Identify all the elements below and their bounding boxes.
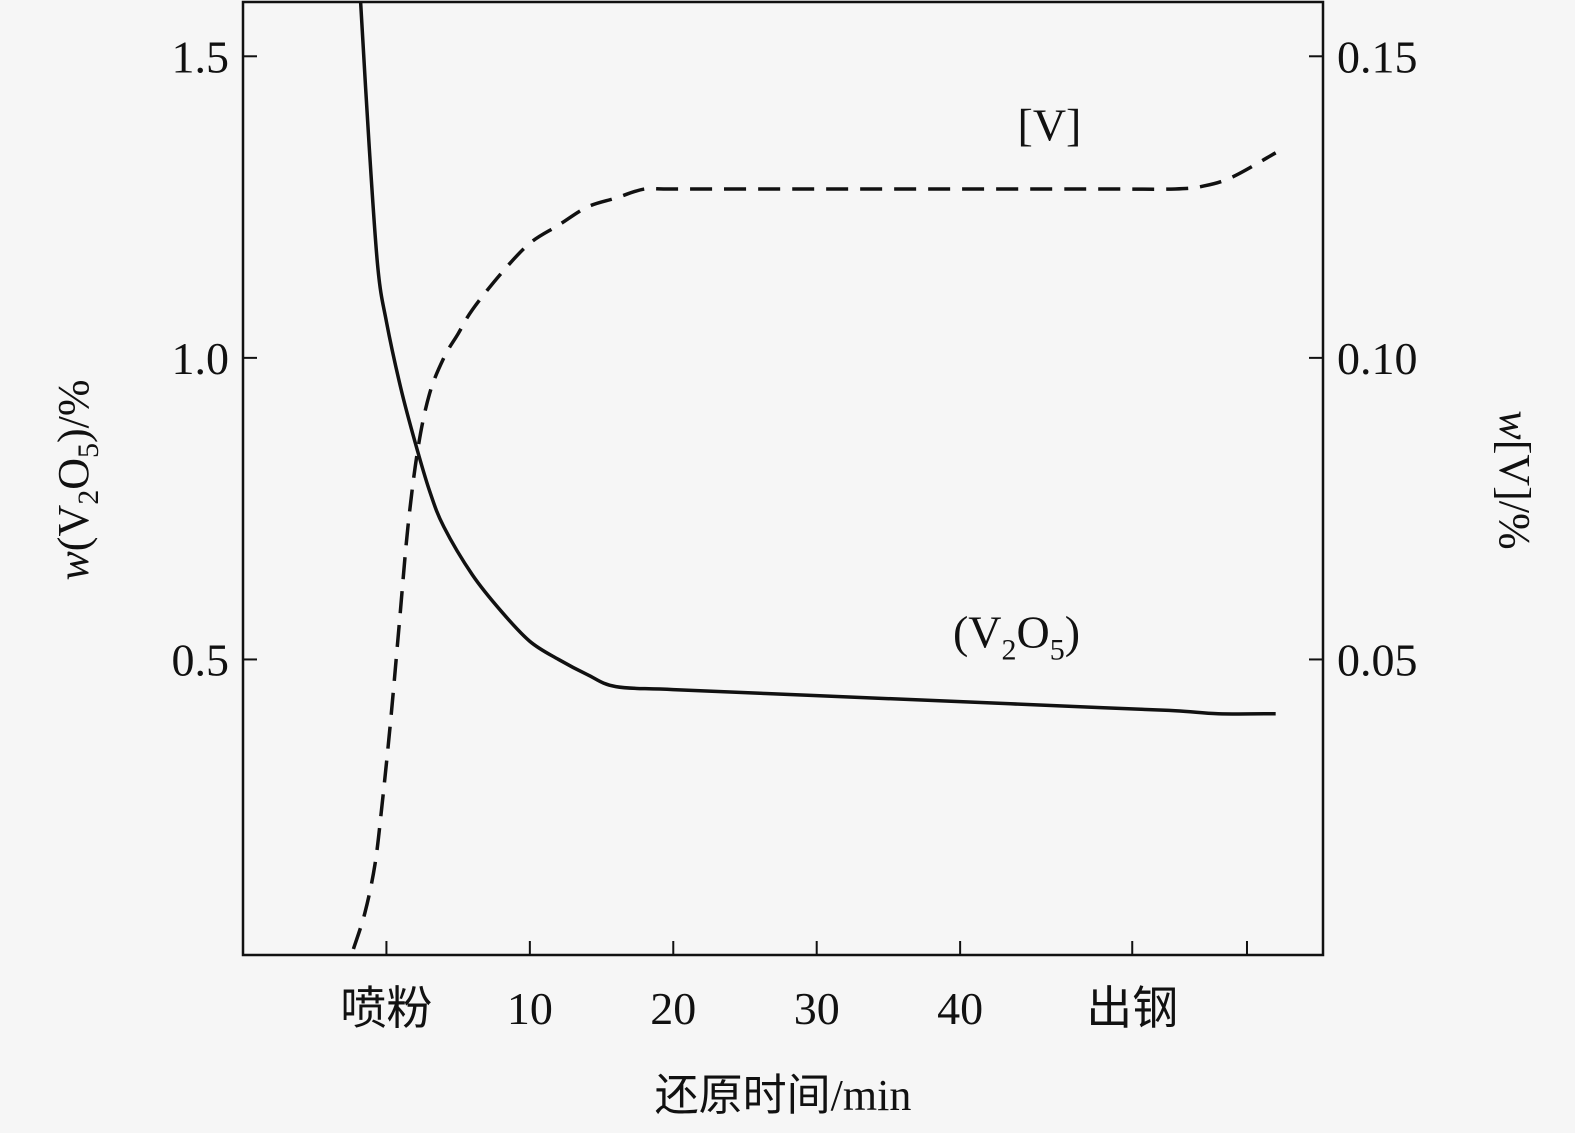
svg-text:(V2O5): (V2O5): [953, 606, 1080, 666]
y-right-tick-label-0: 0.05: [1337, 634, 1418, 685]
series-label-mid: O: [1017, 606, 1050, 657]
x-tick-label-2: 20: [650, 983, 696, 1034]
y-left-tick-label-1: 1.0: [172, 333, 230, 384]
x-tick-label-5: 出钢: [1086, 983, 1178, 1034]
series-lines: [351, 1, 1277, 950]
y-left-open: (V: [49, 505, 98, 552]
plot-frame: [241, 0, 1325, 957]
axis-tick-labels: 喷粉 10 20 30 40 出钢 0.5 1.0 1.5 0.05 0.10 0.15: [172, 31, 1418, 1034]
axis-ticks: [243, 55, 1323, 955]
x-tick-label-0: 喷粉: [340, 983, 432, 1034]
y-right-prefix: w: [1490, 410, 1539, 440]
series-label-v2o5: (V2O5): [953, 606, 1080, 666]
y-left-mid: O: [49, 458, 98, 490]
y-right-rest: [V]/%: [1490, 440, 1539, 550]
series-label-open: (V: [953, 606, 1002, 657]
y-right-tick-label-2: 0.15: [1337, 31, 1418, 82]
y-axis-left-title: w(V2O5)/%: [49, 379, 105, 580]
y-left-tick-label-0: 0.5: [172, 634, 230, 685]
x-tick-label-3: 30: [794, 983, 840, 1034]
y-left-sub2: 5: [72, 443, 105, 458]
series-line-0: [358, 1, 1276, 716]
series-label-sub2: 5: [1050, 633, 1065, 666]
y-right-tick-label-1: 0.10: [1337, 333, 1418, 384]
series-label-close: ): [1065, 606, 1080, 657]
y-left-prefix: w: [49, 551, 98, 581]
x-tick-label-4: 40: [937, 983, 983, 1034]
x-tick-label-1: 10: [507, 983, 553, 1034]
x-axis-title: 还原时间/min: [655, 1071, 912, 1120]
y-left-sub1: 2: [72, 490, 105, 505]
series-label-v: [V]: [1018, 100, 1082, 151]
series-line-1: [351, 151, 1277, 950]
y-left-tick-label-2: 1.5: [172, 31, 230, 82]
y-axis-right-title: w[V]/%: [1490, 410, 1539, 549]
series-label-sub1: 2: [1002, 633, 1017, 666]
y-left-close: )/%: [49, 379, 98, 443]
